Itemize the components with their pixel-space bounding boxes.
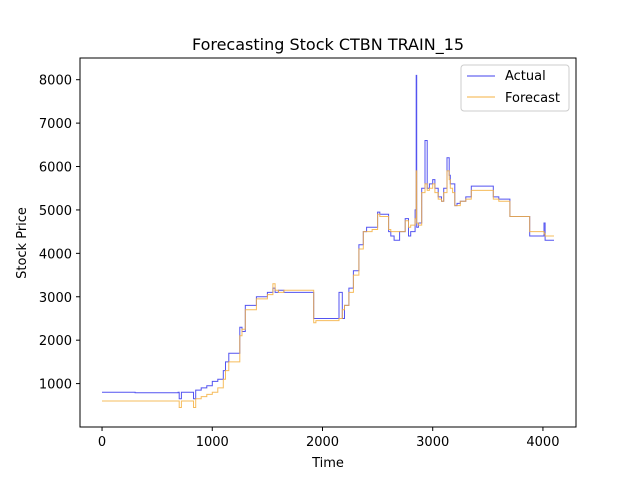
- x-tick-label: 4000: [526, 435, 559, 450]
- x-tick-label: 3000: [416, 435, 449, 450]
- y-axis: 1000 2000 3000 4000 5000 6000 7000 8000: [39, 74, 80, 393]
- legend: Actual Forecast: [460, 64, 570, 112]
- x-tick-label: 0: [98, 435, 106, 450]
- y-tick-label: 6000: [39, 161, 72, 176]
- y-tick-label: 5000: [39, 204, 72, 219]
- legend-label-actual: Actual: [505, 69, 546, 84]
- y-axis-label: Stock Price: [15, 207, 30, 279]
- x-axis-label: Time: [311, 456, 344, 471]
- series-layer: [102, 74, 554, 408]
- legend-label-forecast: Forecast: [505, 91, 560, 106]
- x-tick-label: 2000: [306, 435, 339, 450]
- y-tick-label: 7000: [39, 117, 72, 132]
- y-tick-label: 8000: [39, 74, 72, 89]
- x-axis: 0 1000 2000 3000 4000: [98, 427, 559, 450]
- plot-frame: [79, 57, 577, 428]
- y-tick-label: 4000: [39, 247, 72, 262]
- y-tick-label: 1000: [39, 378, 72, 393]
- x-tick-label: 1000: [196, 435, 229, 450]
- y-tick-label: 2000: [39, 334, 72, 349]
- series-line-forecast: [102, 170, 554, 408]
- chart-title: Forecasting Stock CTBN TRAIN_15: [192, 35, 464, 55]
- y-tick-label: 3000: [39, 291, 72, 306]
- plot-area: [102, 74, 554, 408]
